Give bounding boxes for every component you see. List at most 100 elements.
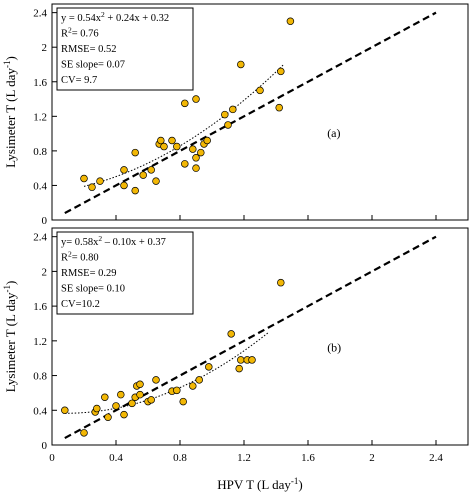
se-slope-a: SE slope= 0.07 xyxy=(61,60,125,71)
y-tick-label-a-2: 0.8 xyxy=(33,146,47,158)
y-tick-label-a-4: 1.6 xyxy=(33,77,47,89)
data-point-b-23 xyxy=(227,330,235,338)
cv-a: CV= 9.7 xyxy=(61,75,97,86)
data-point-a-16 xyxy=(181,99,189,108)
panel-a: 0 0.4 0.8 1.2 1.6 2 2.4 y = 0.54x2 + 0.24x + 0… xyxy=(2,3,469,227)
data-point-b-7 xyxy=(117,390,125,399)
one-to-one-line-b xyxy=(64,235,437,440)
x-axis-title: HPV T (L day-1) xyxy=(217,476,302,492)
data-point-b-12 xyxy=(136,390,144,399)
data-point-b-9 xyxy=(128,399,136,408)
plot-frame-a xyxy=(51,3,469,221)
data-point-a-3 xyxy=(120,181,128,190)
x-tick-label-5: 2 xyxy=(369,452,375,464)
data-point-b-16 xyxy=(152,376,160,384)
data-point-a-29 xyxy=(275,103,283,112)
panel-label-b: (b) xyxy=(327,340,341,354)
data-point-a-2 xyxy=(96,177,104,185)
stats-box-a xyxy=(56,7,194,91)
x-tick-label-3: 1.2 xyxy=(237,452,251,464)
data-point-b-3 xyxy=(93,404,101,413)
ticks-b xyxy=(51,236,437,446)
y-tick-label-b-4: 1.6 xyxy=(33,301,47,313)
data-point-b-18 xyxy=(173,386,181,395)
y-tick-label-a-5: 2 xyxy=(42,42,48,54)
equation-a: y = 0.54x2 + 0.24x + 0.32 xyxy=(61,10,169,24)
x-tick-labels-b: 0 0.4 0.8 1.2 1.6 2 2.4 xyxy=(49,452,443,464)
y-tick-labels-a: 0 0.4 0.8 1.2 1.6 2 2.4 xyxy=(33,8,47,227)
x-tick-label-1: 0.4 xyxy=(109,452,123,464)
data-point-a-5 xyxy=(131,186,139,195)
fit-curve-a xyxy=(83,63,285,187)
data-point-a-9 xyxy=(152,177,160,185)
y-tick-label-a-0: 0 xyxy=(42,215,48,227)
data-point-a-25 xyxy=(224,121,232,129)
data-point-b-21 xyxy=(195,376,203,384)
x-tick-label-4: 1.6 xyxy=(301,452,315,464)
data-point-b-6 xyxy=(112,402,120,410)
rmse-b: RMSE= 0.29 xyxy=(61,268,117,279)
data-point-a-8 xyxy=(147,166,155,174)
data-point-b-19 xyxy=(179,397,187,406)
r-squared-b: R2= 0.80 xyxy=(61,250,99,264)
plot-frame-b xyxy=(51,227,469,446)
y-tick-label-a-6: 2.4 xyxy=(33,8,47,20)
data-point-a-13 xyxy=(168,136,176,145)
data-point-b-25 xyxy=(237,356,245,364)
data-point-a-15 xyxy=(181,160,189,168)
x-tick-label-6: 2.4 xyxy=(429,452,443,464)
data-point-b-28 xyxy=(277,278,285,287)
data-point-a-0 xyxy=(80,174,88,183)
y-tick-label-b-3: 1.2 xyxy=(33,336,47,348)
data-point-a-19 xyxy=(192,164,200,172)
y-tick-label-a-1: 0.4 xyxy=(33,180,47,192)
panel-label-a: (a) xyxy=(327,126,340,140)
data-point-a-24 xyxy=(221,110,229,119)
one-to-one-line-a xyxy=(64,11,437,215)
y-tick-label-b-1: 0.4 xyxy=(33,405,47,417)
data-point-b-1 xyxy=(80,429,88,437)
equation-b: y= 0.58x2 – 0.10x + 0.37 xyxy=(61,234,166,248)
data-point-a-18 xyxy=(192,95,200,103)
rmse-a: RMSE= 0.52 xyxy=(61,44,117,55)
data-point-a-11 xyxy=(157,136,165,145)
y-tick-label-b-5: 2 xyxy=(42,266,48,278)
y-tick-labels-b: 0 0.4 0.8 1.2 1.6 2 2.4 xyxy=(33,232,47,452)
y-tick-label-b-6: 2.4 xyxy=(33,232,47,244)
se-slope-b: SE slope= 0.10 xyxy=(61,284,125,295)
y-axis-title-b: Lysimeter T (L day-1) xyxy=(2,281,18,393)
data-point-a-26 xyxy=(229,105,237,114)
y-tick-label-a-3: 1.2 xyxy=(33,111,47,123)
data-point-a-17 xyxy=(189,145,197,153)
data-point-a-30 xyxy=(277,67,285,76)
data-point-a-21 xyxy=(197,148,205,157)
data-point-a-7 xyxy=(139,171,147,179)
data-point-a-28 xyxy=(256,86,264,95)
panel-b: 0 0.4 0.8 1.2 1.6 2 2.4 0 0.4 0.8 1.2 1.6 2 2.4 y= 0… xyxy=(2,227,469,492)
data-point-b-13 xyxy=(136,380,144,388)
x-tick-label-0: 0 xyxy=(49,452,55,464)
data-point-a-23 xyxy=(203,136,211,145)
data-point-a-31 xyxy=(286,17,295,26)
data-point-b-20 xyxy=(189,382,197,390)
stats-box-b xyxy=(56,231,194,315)
r-squared-a: R2= 0.76 xyxy=(61,26,99,40)
y-tick-label-b-2: 0.8 xyxy=(33,371,47,383)
data-point-b-27 xyxy=(248,356,256,364)
ticks-a xyxy=(51,12,437,221)
data-point-b-15 xyxy=(147,396,155,404)
y-tick-label-b-0: 0 xyxy=(42,440,48,452)
points-b xyxy=(61,278,285,437)
data-point-b-4 xyxy=(101,393,109,402)
data-point-b-0 xyxy=(61,406,69,415)
data-point-b-8 xyxy=(120,410,128,419)
y-axis-title-a: Lysimeter T (L day-1) xyxy=(2,56,18,168)
cv-b: CV=10.2 xyxy=(61,299,100,310)
points-a xyxy=(80,17,295,195)
data-point-a-27 xyxy=(237,60,245,69)
x-tick-label-2: 0.8 xyxy=(173,452,187,464)
data-point-a-14 xyxy=(173,142,181,151)
data-point-a-6 xyxy=(131,148,139,157)
data-point-b-5 xyxy=(104,413,112,421)
